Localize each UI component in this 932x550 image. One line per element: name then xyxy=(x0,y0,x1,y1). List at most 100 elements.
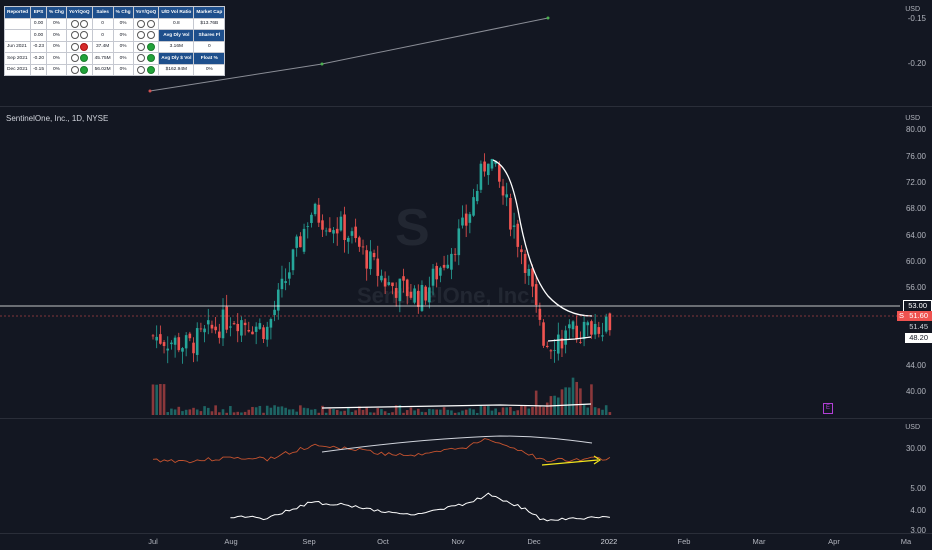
volume-bar xyxy=(398,405,402,415)
volume-bar xyxy=(232,412,236,415)
status-dot-icon xyxy=(146,42,155,51)
shares-fl-label: Shares Fl xyxy=(193,29,226,42)
indicator-tick-label: 3.00 xyxy=(910,526,926,535)
candle-body xyxy=(376,258,380,276)
candlestick-series xyxy=(151,153,612,364)
volume-bar xyxy=(192,407,195,415)
row-eps: -0.15 xyxy=(30,63,47,76)
status-dot-icon xyxy=(79,42,88,51)
volume-bar xyxy=(280,406,284,415)
eps-point xyxy=(148,89,152,93)
candle-body xyxy=(199,328,203,330)
candle-body xyxy=(232,323,236,325)
volume-bar xyxy=(269,407,273,415)
volume-bar xyxy=(402,412,405,415)
row-sales-dots xyxy=(132,52,160,65)
eps-pane: USD -0.15 -0.20 xyxy=(0,0,932,106)
status-dot-icon xyxy=(70,31,79,40)
row-eps: 0.00 xyxy=(30,17,47,30)
volume-bar xyxy=(284,407,287,415)
volume-bar xyxy=(302,407,306,415)
candle-body xyxy=(339,216,343,231)
candle-body xyxy=(512,225,516,227)
candle-body xyxy=(575,325,579,340)
row-eps-dots xyxy=(65,52,93,65)
status-dot-icon xyxy=(70,19,79,28)
candle-body xyxy=(269,319,273,328)
status-dot-icon xyxy=(79,31,88,40)
candle-body xyxy=(284,281,287,283)
volume-bar xyxy=(405,410,409,415)
eps-usd-label: USD xyxy=(905,6,920,13)
status-dot-icon xyxy=(70,42,79,51)
candle-body xyxy=(181,348,184,352)
candle-body xyxy=(214,326,217,331)
candle-body xyxy=(523,253,527,273)
candle-body xyxy=(538,308,542,320)
pane-divider[interactable] xyxy=(0,106,932,107)
volume-bar xyxy=(560,389,564,415)
candle-body xyxy=(236,323,240,332)
volume-bar xyxy=(498,412,501,415)
candle-body xyxy=(568,324,571,329)
earnings-marker[interactable]: E xyxy=(823,403,833,414)
x-axis-label: Ma xyxy=(900,537,912,546)
volume-bar xyxy=(225,412,228,415)
volume-bar xyxy=(299,405,302,415)
row-eps-dots xyxy=(65,63,93,76)
candle-body xyxy=(582,321,586,340)
pane-divider[interactable] xyxy=(0,418,932,419)
relative-strength-line xyxy=(152,438,611,464)
candle-body xyxy=(601,335,604,337)
candle-body xyxy=(498,164,501,182)
candle-body xyxy=(372,252,376,258)
status-dot-icon xyxy=(70,65,79,74)
status-dot-icon xyxy=(79,19,88,28)
avg-dly-dollar-vol-value: $162.94M xyxy=(158,63,195,76)
header-sales: Sales xyxy=(91,6,114,19)
candle-body xyxy=(545,345,549,347)
ud-vol-value: 0.8 xyxy=(158,17,195,30)
row-eps-chg: 0% xyxy=(46,52,67,65)
volume-bar xyxy=(527,408,531,415)
volume-bar xyxy=(568,387,571,415)
lower-indicator-line xyxy=(230,492,610,522)
volume-bar xyxy=(582,404,586,415)
volume-bar xyxy=(346,408,350,415)
candle-body xyxy=(328,228,332,233)
candle-body xyxy=(446,264,450,269)
volume-bar xyxy=(361,409,365,415)
volume-bar xyxy=(376,408,380,415)
table-row: Sep 2021 -0.20 0% 45.75M 0% Avg Dly $ Vo… xyxy=(3,52,226,65)
watermark-ticker: S xyxy=(395,199,430,257)
row-sales-chg: 0% xyxy=(112,17,134,30)
row-sales: 0 xyxy=(91,17,114,30)
candle-body xyxy=(354,226,357,239)
row-sales: 56.02M xyxy=(91,63,114,76)
candle-body xyxy=(332,230,335,234)
candle-body xyxy=(162,342,166,347)
volume-bar xyxy=(358,406,361,415)
status-dot-icon xyxy=(146,54,155,63)
status-dot-icon xyxy=(146,31,155,40)
volume-bar xyxy=(343,410,346,415)
candle-body xyxy=(170,342,173,345)
watermark-company: SentinelOne, Inc. xyxy=(357,283,536,308)
row-eps: -0.20 xyxy=(30,52,47,65)
volume-bar xyxy=(472,409,475,415)
volume-bar xyxy=(218,412,221,415)
row-sales: 0 xyxy=(91,29,114,42)
candle-body xyxy=(210,324,214,329)
volume-bar xyxy=(151,384,155,415)
indicator-tick-label: 30.00 xyxy=(905,444,926,453)
volume-bar xyxy=(420,411,424,415)
base-line xyxy=(547,336,592,342)
volume-bar xyxy=(431,409,435,415)
float-pct-value: 0% xyxy=(193,63,226,76)
candle-body xyxy=(229,326,232,328)
x-axis-label: Apr xyxy=(828,537,840,546)
candle-body xyxy=(608,313,612,331)
chart-title: SentinelOne, Inc., 1D, NYSE xyxy=(6,114,109,123)
volume-bar xyxy=(251,406,254,415)
x-axis-label: Feb xyxy=(677,537,691,546)
